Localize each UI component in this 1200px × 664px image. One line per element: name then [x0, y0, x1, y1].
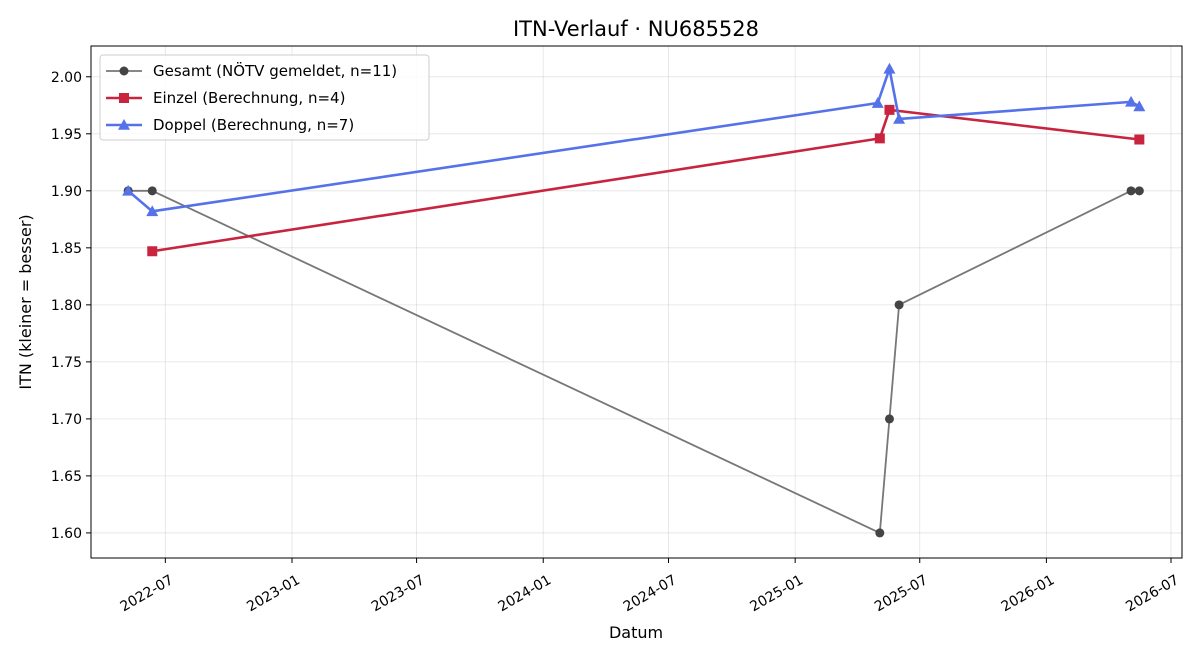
- data-point: [146, 205, 159, 217]
- x-axis: 2022-07 2023-01 2023-07 2024-01 2024-07 2025-…: [118, 558, 1182, 615]
- series-layer: [122, 62, 1146, 538]
- y-tick-label: 1.85: [51, 241, 82, 257]
- x-tick-label: 2025-07: [872, 572, 931, 615]
- data-point: [884, 104, 895, 115]
- y-tick-label: 1.90: [51, 184, 82, 200]
- data-point: [147, 246, 158, 257]
- legend-entry: Gesamt (NÖTV gemeldet, n=11): [106, 61, 397, 80]
- y-tick-label: 1.65: [51, 469, 82, 485]
- data-point: [883, 62, 896, 74]
- legend-box: [99, 54, 430, 141]
- data-point: [147, 186, 157, 196]
- series-2: [122, 62, 1146, 217]
- x-tick-label: 2022-07: [118, 572, 177, 615]
- x-tick-label: 2026-07: [1123, 572, 1182, 615]
- y-tick-label: 1.80: [51, 298, 82, 314]
- y-tick-label: 1.70: [51, 412, 82, 428]
- series-1: [147, 104, 1145, 257]
- data-point: [894, 300, 904, 310]
- data-point: [122, 184, 135, 196]
- legend-label: Gesamt (NÖTV gemeldet, n=11): [153, 61, 397, 80]
- x-tick-label: 2023-07: [369, 572, 428, 615]
- data-point: [871, 97, 884, 108]
- legend-marker: [118, 119, 130, 130]
- series-0: [123, 186, 1144, 538]
- data-point: [1134, 186, 1144, 196]
- chart-title: ITN-Verlauf · NU685528: [513, 17, 759, 41]
- legend-entry: Doppel (Berechnung, n=7): [106, 116, 354, 134]
- x-tick-label: 2026-01: [999, 572, 1058, 615]
- data-point: [1133, 100, 1146, 112]
- x-tick-label: 2025-01: [747, 572, 806, 615]
- plot-frame: [90, 45, 1183, 559]
- series-line: [152, 108, 1140, 253]
- y-tick-label: 1.95: [51, 127, 82, 143]
- y-axis-label: ITN (kleiner = besser): [16, 214, 35, 389]
- legend-marker: [119, 66, 129, 76]
- data-point: [1134, 134, 1145, 145]
- y-tick-label: 2.00: [51, 70, 82, 86]
- legend-entry: Einzel (Berechnung, n=4): [106, 89, 345, 107]
- data-point: [1125, 95, 1138, 107]
- data-point: [874, 133, 885, 144]
- legend-label: Einzel (Berechnung, n=4): [153, 89, 345, 107]
- x-tick-label: 2023-01: [244, 572, 303, 615]
- legend-marker: [119, 93, 129, 103]
- legend: Gesamt (NÖTV gemeldet, n=11) Einzel (Bere…: [99, 54, 430, 141]
- data-point: [1126, 186, 1136, 196]
- y-axis: 1.60 1.65 1.70 1.75 1.80 1.85 1.90 1.95 2.00: [51, 70, 91, 542]
- data-point: [893, 112, 906, 124]
- y-tick-label: 1.60: [51, 526, 82, 542]
- x-tick-label: 2024-01: [495, 572, 554, 615]
- legend-label: Doppel (Berechnung, n=7): [153, 116, 354, 134]
- y-tick-label: 1.75: [51, 355, 82, 371]
- x-axis-label: Datum: [609, 623, 663, 642]
- x-tick-label: 2024-07: [621, 572, 680, 615]
- data-point: [884, 414, 894, 424]
- data-point: [875, 528, 885, 538]
- grid: [91, 46, 1182, 558]
